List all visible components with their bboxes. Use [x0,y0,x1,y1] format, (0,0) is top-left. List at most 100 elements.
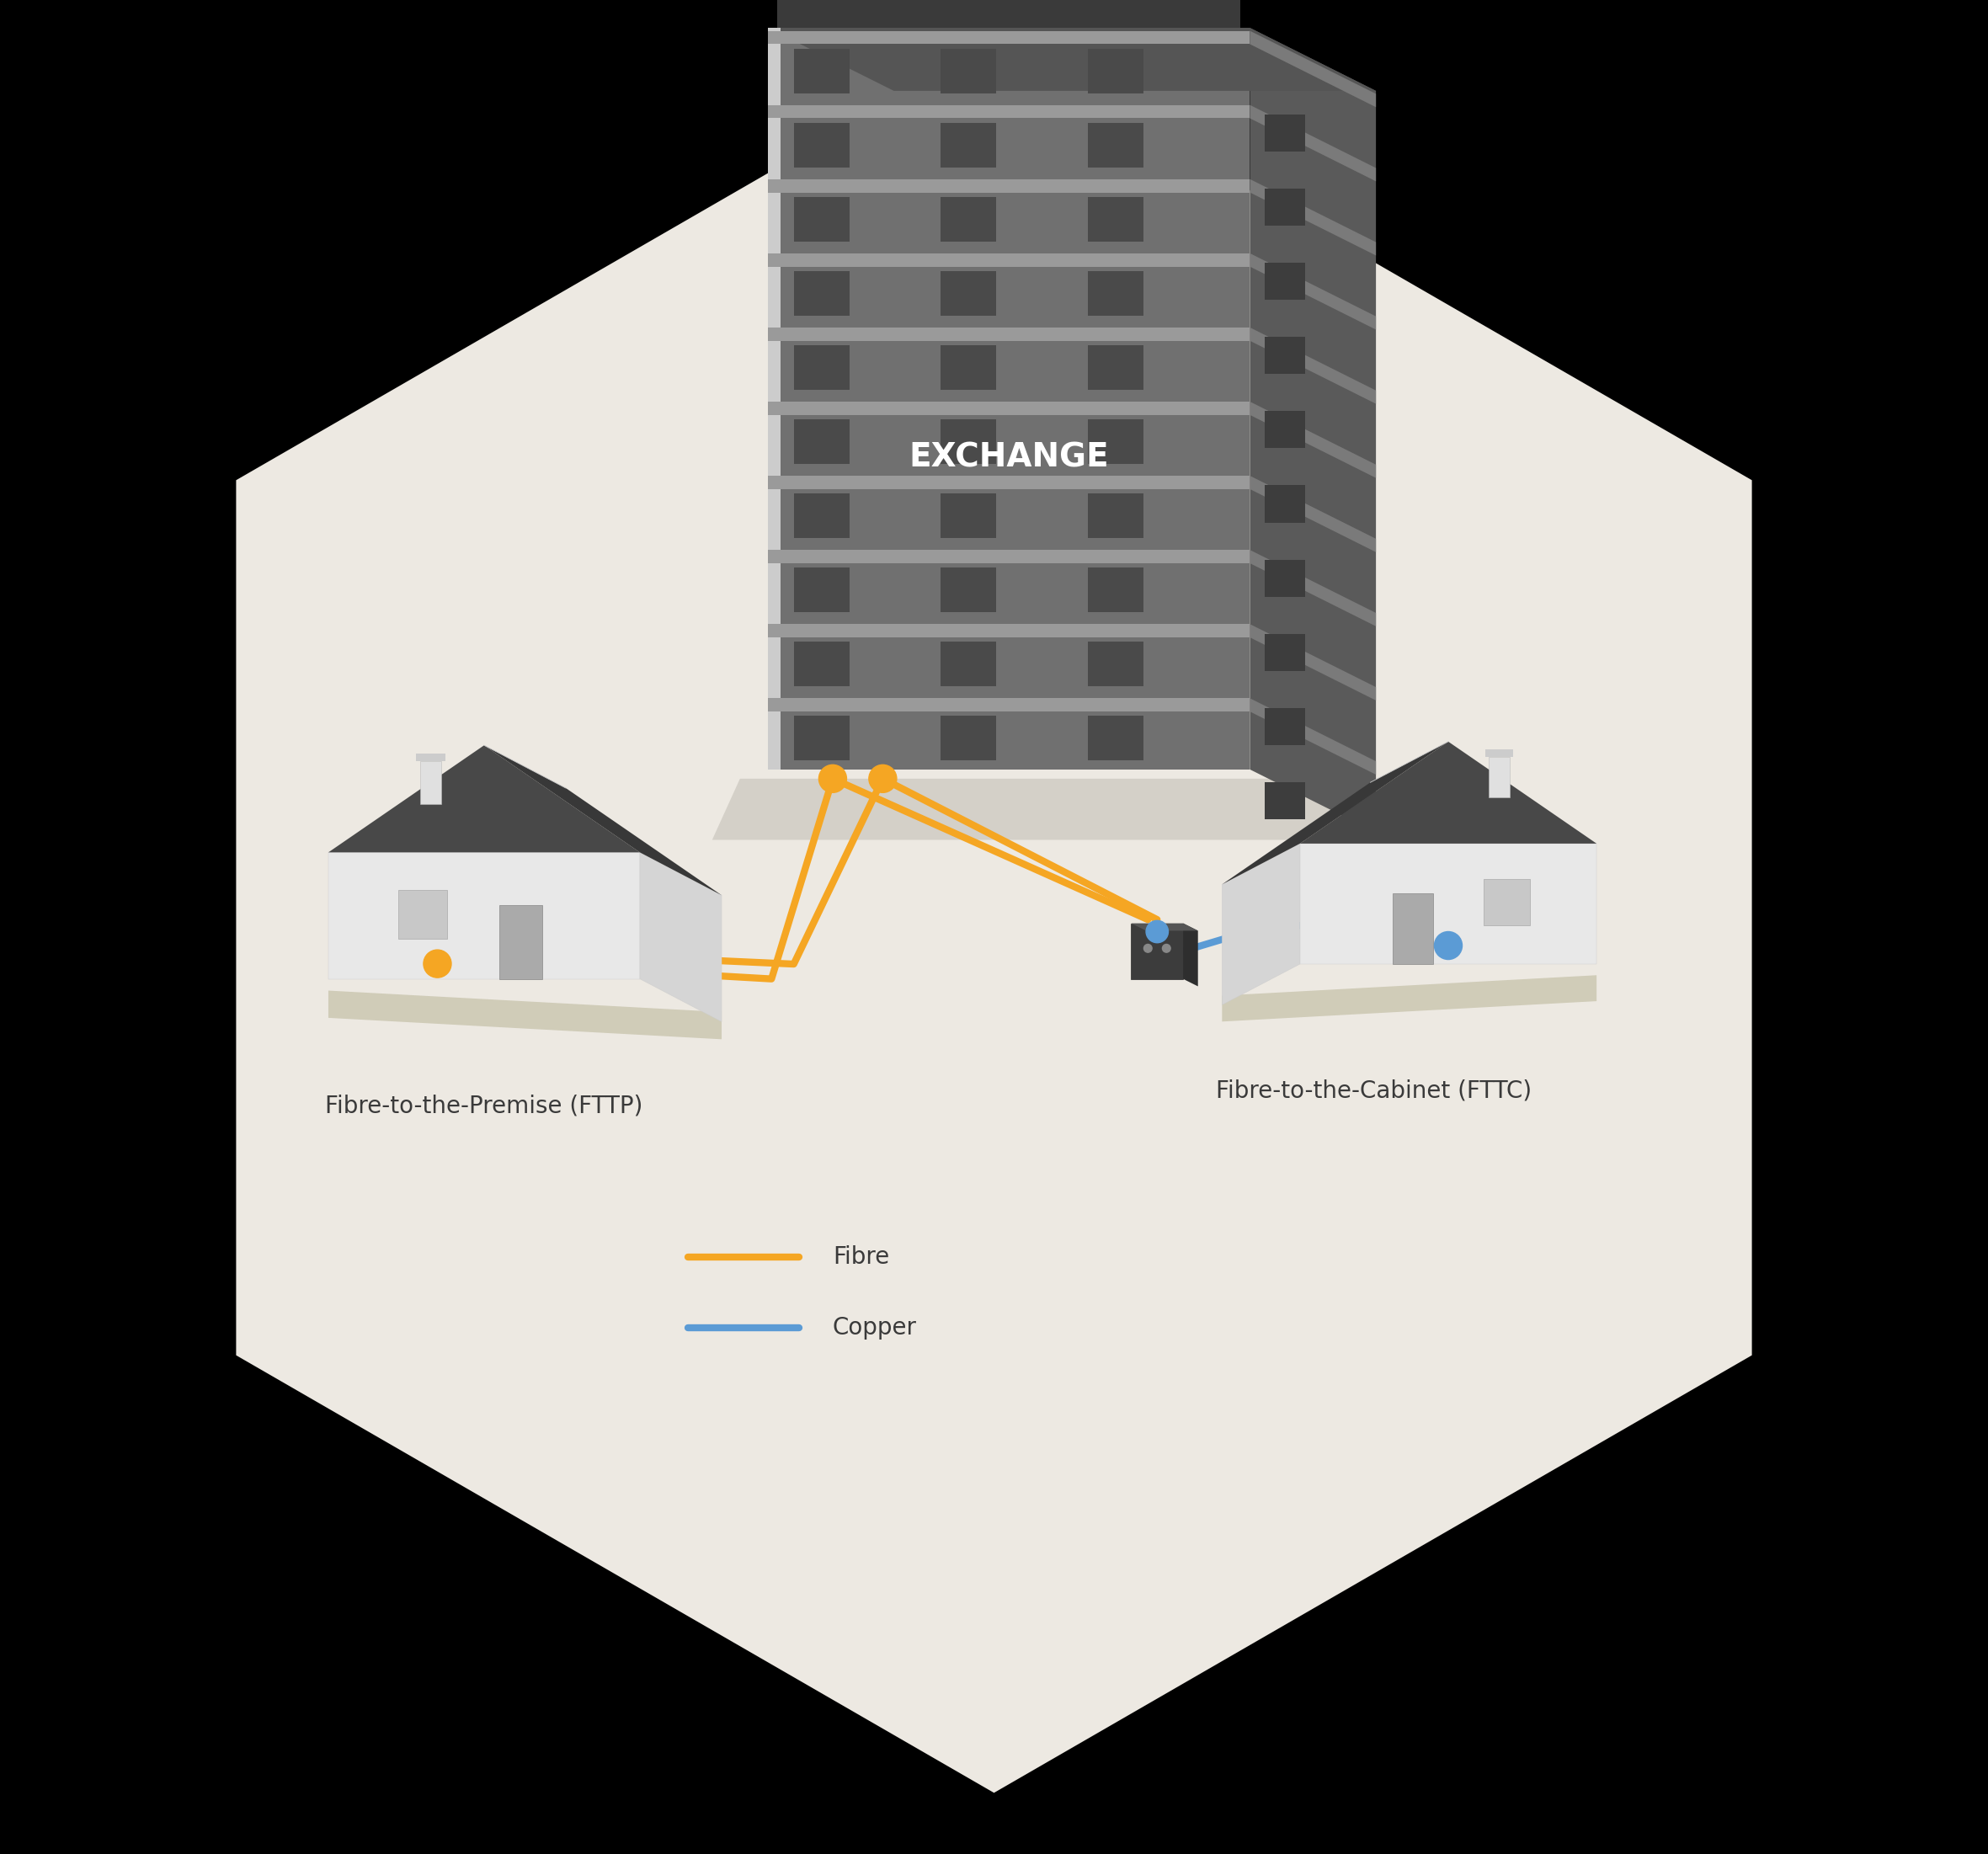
Bar [940,197,996,241]
Circle shape [1143,944,1151,953]
Polygon shape [1183,923,1199,986]
Bar [940,641,996,686]
Text: Copper: Copper [833,1316,916,1339]
Bar [1087,271,1143,315]
Polygon shape [1250,699,1376,775]
Polygon shape [1223,975,1596,1022]
Polygon shape [1250,551,1376,627]
Polygon shape [1300,742,1596,844]
Bar [940,345,996,389]
Bar [1087,122,1143,167]
Bar [499,905,543,979]
Bar [793,419,849,464]
Circle shape [1145,920,1169,942]
Bar [1087,419,1143,464]
Polygon shape [1131,923,1199,931]
Text: Fibre-to-the-Premise (FTTP): Fibre-to-the-Premise (FTTP) [326,1094,642,1118]
Polygon shape [328,745,640,853]
Bar [1264,634,1306,671]
Bar [1264,486,1306,523]
Bar [1087,493,1143,538]
Polygon shape [1131,923,1183,979]
Polygon shape [419,762,441,805]
Text: EXCHANGE: EXCHANGE [909,441,1109,475]
Bar [793,493,849,538]
Bar [793,197,849,241]
Bar [1264,782,1306,819]
Polygon shape [767,551,1250,564]
Bar [1087,345,1143,389]
Polygon shape [1250,32,1376,108]
Polygon shape [767,328,1250,341]
Bar [1087,641,1143,686]
Polygon shape [767,699,1250,712]
Polygon shape [328,990,722,1040]
Bar [1087,197,1143,241]
Polygon shape [767,254,1250,267]
Polygon shape [767,28,1250,769]
Bar [940,271,996,315]
Polygon shape [328,853,640,979]
Bar [1264,708,1306,745]
Polygon shape [1250,28,1376,832]
Bar [940,419,996,464]
Polygon shape [1489,756,1509,797]
Bar [793,48,849,93]
Bar [1264,263,1306,300]
Polygon shape [767,106,1250,119]
Polygon shape [767,625,1250,638]
Bar [1483,879,1531,925]
Polygon shape [1223,742,1449,884]
Circle shape [869,764,897,794]
Polygon shape [767,402,1250,415]
Polygon shape [1250,106,1376,182]
Bar [793,641,849,686]
Polygon shape [1250,328,1376,404]
Polygon shape [1485,749,1513,756]
Polygon shape [640,853,722,1022]
Bar [940,48,996,93]
Polygon shape [767,476,1250,489]
Bar [1394,894,1433,964]
Bar [793,271,849,315]
Bar [940,716,996,760]
Circle shape [1435,931,1461,960]
Circle shape [819,764,847,794]
Bar [793,345,849,389]
Polygon shape [1300,844,1596,964]
Bar [793,716,849,760]
Polygon shape [485,745,722,895]
Polygon shape [767,28,1376,91]
Polygon shape [415,753,445,762]
Bar [1264,560,1306,597]
Polygon shape [712,779,1431,840]
Bar [940,493,996,538]
Bar [940,567,996,612]
Bar [1264,412,1306,449]
Polygon shape [1250,402,1376,478]
Bar [398,890,447,938]
Bar [1264,337,1306,375]
Polygon shape [1250,254,1376,330]
Bar [793,122,849,167]
Polygon shape [1250,180,1376,256]
Bar [940,122,996,167]
Text: Fibre: Fibre [833,1246,889,1268]
Polygon shape [767,180,1250,193]
Polygon shape [777,0,1241,28]
Polygon shape [767,28,781,769]
Text: Fibre-to-the-Cabinet (FTTC): Fibre-to-the-Cabinet (FTTC) [1217,1079,1533,1103]
Bar [1087,716,1143,760]
Bar [1264,115,1306,152]
Bar [1087,48,1143,93]
Circle shape [1163,944,1171,953]
Bar [793,567,849,612]
Polygon shape [1223,844,1300,1005]
Bar [1087,567,1143,612]
Polygon shape [237,43,1751,1793]
Polygon shape [1250,625,1376,701]
Bar [1264,189,1306,226]
Circle shape [423,949,451,977]
Polygon shape [767,32,1250,44]
Polygon shape [1250,476,1376,552]
